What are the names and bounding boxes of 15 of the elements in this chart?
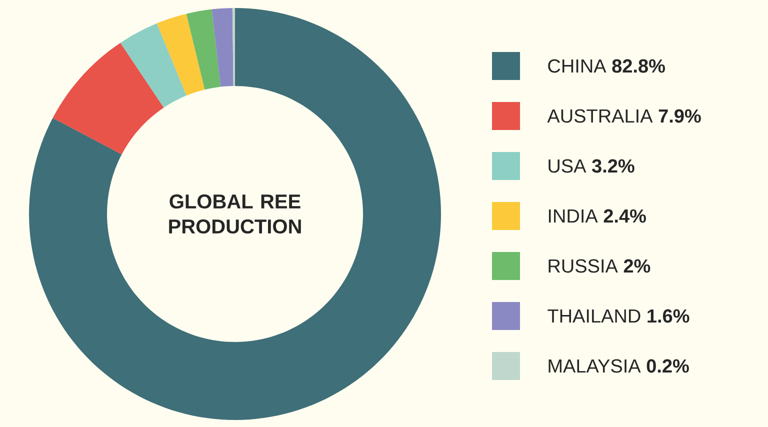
legend-label: INDIA: [548, 209, 598, 223]
legend-label: AUSTRALIA: [547, 109, 653, 123]
legend-label: CHINA: [548, 59, 606, 73]
data-label: 7.9%: [658, 109, 701, 123]
legend-label: THAILAND: [548, 309, 640, 323]
legend-label: RUSSIA: [548, 259, 618, 273]
data-label: 3.2%: [592, 159, 634, 173]
data-label: 2%: [624, 259, 650, 273]
data-label: 82.8%: [612, 59, 665, 73]
data-label: 1.6%: [648, 309, 690, 323]
legend-label: USA: [548, 159, 586, 173]
data-label: 0.2%: [646, 359, 689, 373]
legend-label: MALAYSIA: [548, 359, 641, 373]
text: GLOBAL REE PRODUCTION: [169, 194, 301, 234]
data-label: 2.4%: [604, 209, 646, 223]
